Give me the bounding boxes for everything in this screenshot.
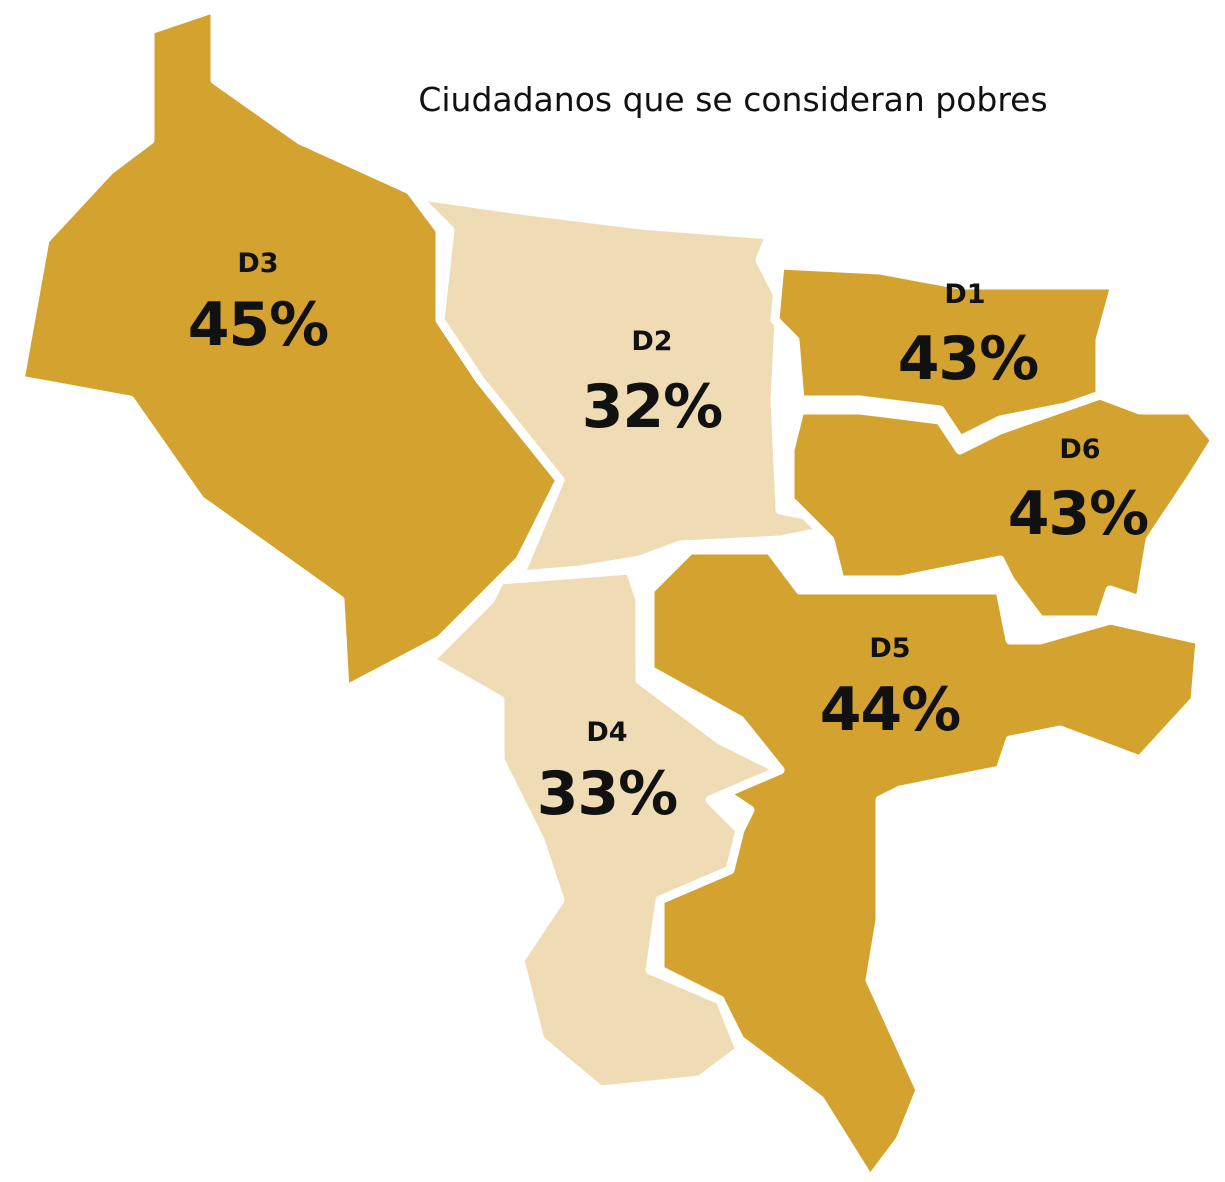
- region: [15, 3, 565, 695]
- region-value: 32%: [582, 372, 723, 442]
- region-value: 33%: [537, 759, 678, 829]
- region-name: D1: [944, 279, 985, 310]
- region-name: D6: [1059, 434, 1100, 465]
- region-name: D5: [869, 633, 910, 664]
- region-value: 43%: [1008, 479, 1149, 549]
- region-value: 43%: [898, 324, 1039, 394]
- region: [410, 190, 835, 580]
- region: [770, 260, 1120, 445]
- region-name: D2: [631, 326, 672, 357]
- region-name: D4: [586, 717, 627, 748]
- region-value: 44%: [820, 675, 961, 745]
- regions: [15, 3, 1220, 1182]
- region: [645, 545, 1205, 1182]
- region-value: 45%: [188, 290, 329, 360]
- map-title: Ciudadanos que se consideran pobres: [418, 80, 1047, 119]
- region: [425, 565, 785, 1095]
- region: [785, 390, 1220, 625]
- region-name: D3: [237, 248, 278, 279]
